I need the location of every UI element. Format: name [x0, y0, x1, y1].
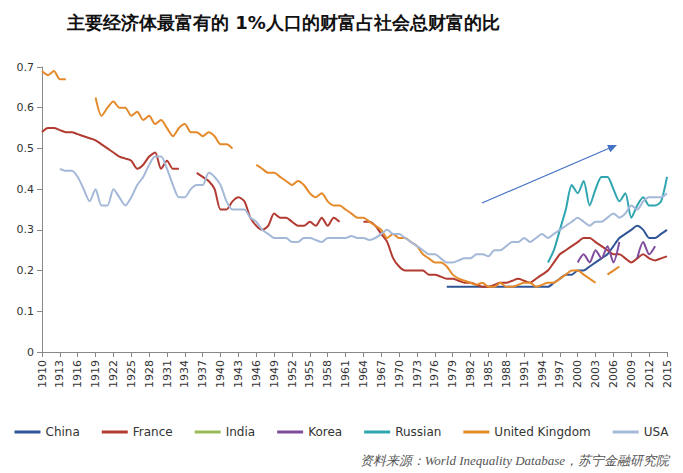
svg-text:2015: 2015	[661, 360, 674, 388]
svg-text:2006: 2006	[607, 360, 620, 388]
svg-text:1934: 1934	[178, 360, 191, 388]
svg-text:0: 0	[27, 346, 34, 359]
svg-text:2000: 2000	[571, 360, 584, 388]
svg-text:1913: 1913	[53, 360, 66, 388]
svg-text:0.6: 0.6	[17, 101, 35, 114]
svg-text:1940: 1940	[214, 360, 227, 388]
svg-text:1931: 1931	[161, 360, 174, 388]
svg-text:United Kingdom: United Kingdom	[494, 425, 590, 439]
svg-text:主要经济体最富有的 1%人口的财富占社会总财富的比: 主要经济体最富有的 1%人口的财富占社会总财富的比	[66, 12, 500, 33]
svg-text:1985: 1985	[482, 360, 495, 388]
svg-text:1943: 1943	[232, 360, 245, 388]
svg-text:1991: 1991	[518, 360, 531, 388]
svg-text:1982: 1982	[464, 360, 477, 388]
svg-text:1916: 1916	[71, 360, 84, 388]
svg-text:1925: 1925	[125, 360, 138, 388]
svg-text:0.4: 0.4	[17, 183, 35, 196]
svg-text:1967: 1967	[375, 360, 388, 388]
svg-text:0.3: 0.3	[17, 223, 35, 236]
svg-text:资料来源：World Inequality Database: 资料来源：World Inequality Database，苏宁金融研究院	[360, 453, 671, 468]
svg-text:1952: 1952	[286, 360, 299, 388]
svg-text:1979: 1979	[446, 360, 459, 388]
svg-text:1973: 1973	[411, 360, 424, 388]
svg-text:1976: 1976	[428, 360, 441, 388]
svg-text:France: France	[133, 425, 173, 439]
svg-text:0.2: 0.2	[17, 264, 35, 277]
svg-text:0.1: 0.1	[17, 305, 35, 318]
svg-text:1922: 1922	[107, 360, 120, 388]
svg-text:Korea: Korea	[308, 425, 342, 439]
svg-text:1937: 1937	[196, 360, 209, 388]
svg-text:0.7: 0.7	[17, 61, 35, 74]
svg-text:2009: 2009	[625, 360, 638, 388]
svg-text:1958: 1958	[321, 360, 334, 388]
svg-text:1955: 1955	[303, 360, 316, 388]
svg-text:1964: 1964	[357, 360, 370, 388]
svg-text:1919: 1919	[89, 360, 102, 388]
svg-text:1970: 1970	[393, 360, 406, 388]
svg-text:1910: 1910	[36, 360, 49, 388]
svg-text:1949: 1949	[268, 360, 281, 388]
svg-text:1997: 1997	[553, 360, 566, 388]
svg-text:1988: 1988	[500, 360, 513, 388]
svg-text:2012: 2012	[643, 360, 656, 388]
svg-text:1961: 1961	[339, 360, 352, 388]
svg-text:1928: 1928	[143, 360, 156, 388]
svg-text:1994: 1994	[536, 360, 549, 388]
svg-text:USA: USA	[644, 425, 670, 439]
svg-text:India: India	[226, 425, 255, 439]
svg-text:0.5: 0.5	[17, 142, 35, 155]
svg-text:2003: 2003	[589, 360, 602, 388]
svg-text:Russian: Russian	[395, 425, 441, 439]
svg-text:China: China	[46, 425, 80, 439]
svg-text:1946: 1946	[250, 360, 263, 388]
